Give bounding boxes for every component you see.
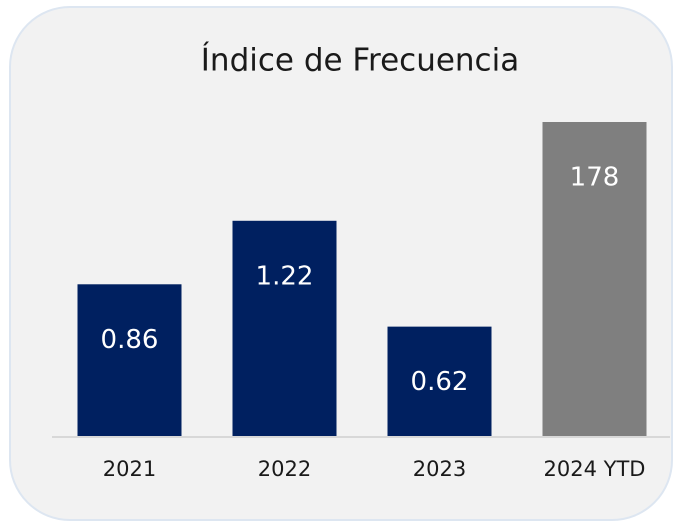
bar	[232, 220, 337, 436]
chart-title: Índice de Frecuencia	[201, 43, 519, 79]
value-label: 0.86	[101, 325, 159, 355]
x-tick-label: 2021	[103, 457, 156, 481]
bar	[387, 326, 492, 436]
x-tick-label: 2023	[413, 457, 466, 481]
value-label: 178	[570, 163, 620, 193]
bar	[542, 122, 647, 436]
x-tick-label: 2024 YTD	[544, 457, 646, 481]
value-label: 1.22	[256, 261, 314, 291]
value-label: 0.62	[411, 367, 469, 397]
x-tick-label: 2022	[258, 457, 311, 481]
bar	[77, 284, 182, 436]
